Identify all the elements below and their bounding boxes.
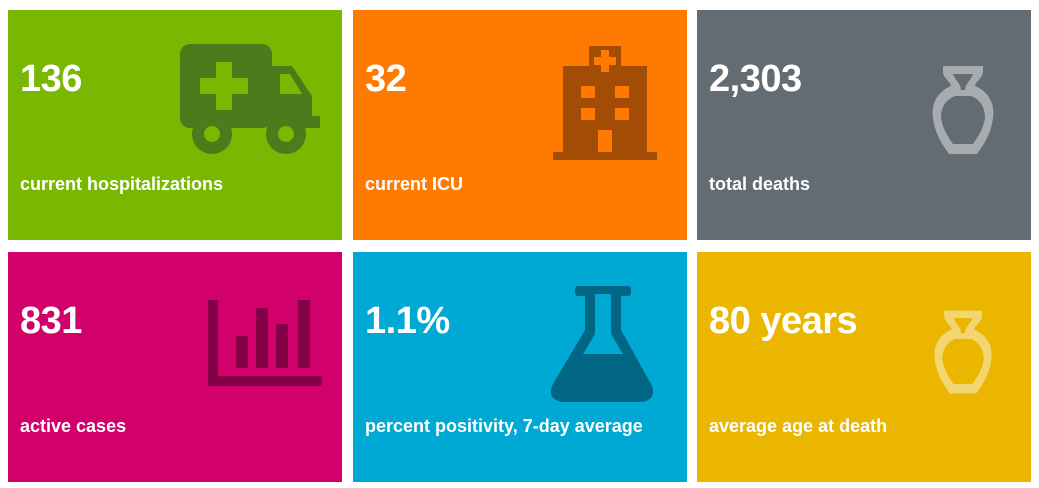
tile-total-deaths: 2,303 total deaths	[697, 10, 1031, 240]
ambulance-icon	[180, 44, 320, 154]
stat-value: 32	[365, 58, 407, 100]
stat-label: current hospitalizations	[20, 174, 224, 194]
tile-active-cases: 831 active cases	[8, 252, 342, 482]
stat-value: 2,303	[709, 58, 802, 100]
stat-value: 831	[20, 300, 82, 342]
urn-icon	[932, 66, 994, 154]
urn-icon	[934, 310, 992, 394]
stat-label: active cases	[20, 416, 127, 436]
stat-value: 1.1%	[365, 300, 450, 342]
stat-value: 136	[20, 58, 82, 100]
tile-average-age: 80 years average age at death	[697, 252, 1031, 482]
tile-hospitalizations: 136 current hospitalizations	[8, 10, 342, 240]
stat-value: 80 years	[709, 300, 858, 342]
stat-label: current ICU	[365, 174, 464, 194]
stat-label: average age at death	[709, 416, 888, 436]
tile-icu: 32 current ICU	[353, 10, 687, 240]
stat-label: total deaths	[709, 174, 811, 194]
flask-icon	[550, 286, 654, 402]
bar-chart-icon	[208, 300, 322, 386]
stat-label: percent positivity, 7-day average	[365, 416, 643, 436]
tile-positivity: 1.1% percent positivity, 7-day average	[353, 252, 687, 482]
hospital-icon	[553, 46, 657, 160]
